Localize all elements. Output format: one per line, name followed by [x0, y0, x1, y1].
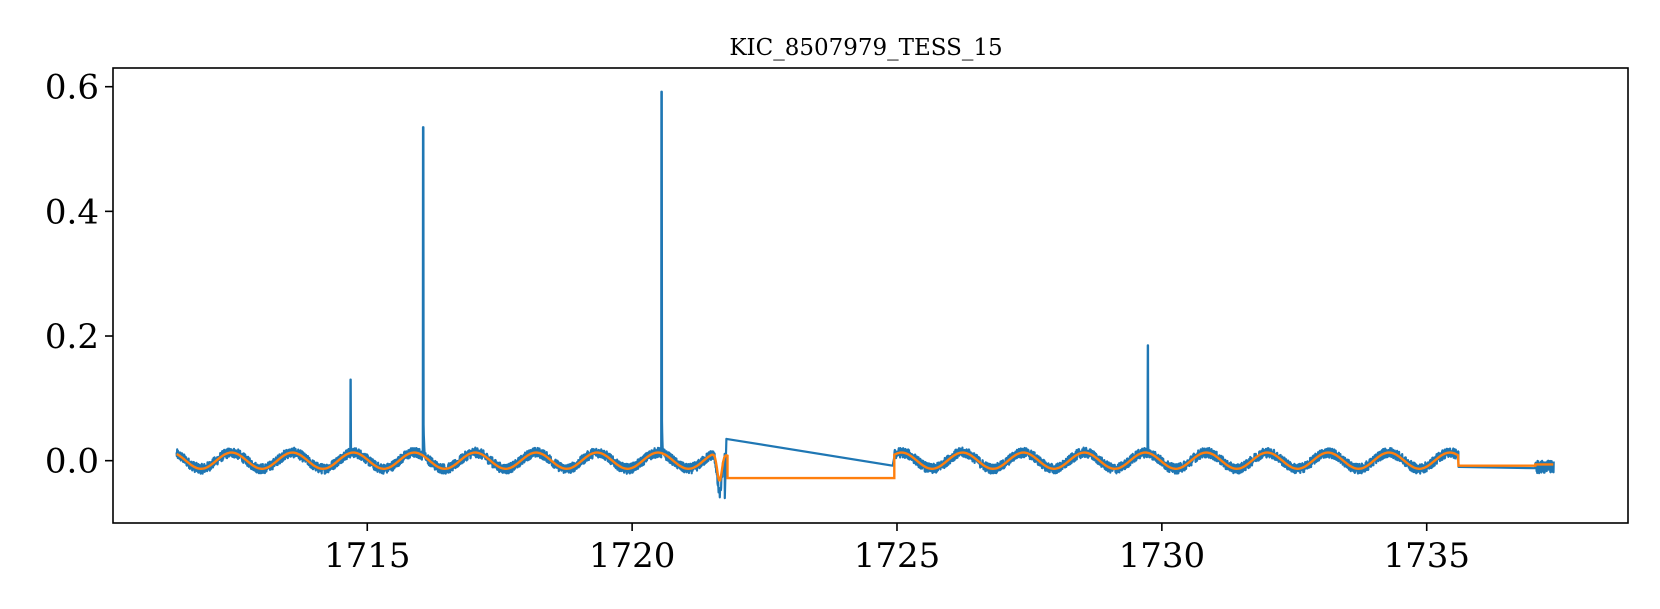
- y-tick-label: 0.4: [45, 192, 99, 232]
- x-tick-label: 1725: [854, 536, 941, 576]
- x-axis: 1715 1720 1725 1730 1735: [324, 523, 1470, 576]
- series-flux-line: [175, 90, 1555, 500]
- x-tick-label: 1715: [324, 536, 411, 576]
- y-axis: 0.0 0.2 0.4 0.6: [45, 68, 113, 482]
- y-tick-label: 0.2: [45, 317, 99, 357]
- x-tick-label: 1730: [1119, 536, 1206, 576]
- x-tick-label: 1735: [1383, 536, 1470, 576]
- plot-frame: [112, 67, 1629, 524]
- series-layer: [175, 90, 1555, 500]
- x-tick-label: 1720: [589, 536, 676, 576]
- y-tick-label: 0.0: [45, 442, 99, 482]
- series-trend-line: [176, 451, 1554, 482]
- chart-title: KIC_8507979_TESS_15: [729, 35, 1002, 61]
- y-tick-label: 0.6: [45, 68, 99, 108]
